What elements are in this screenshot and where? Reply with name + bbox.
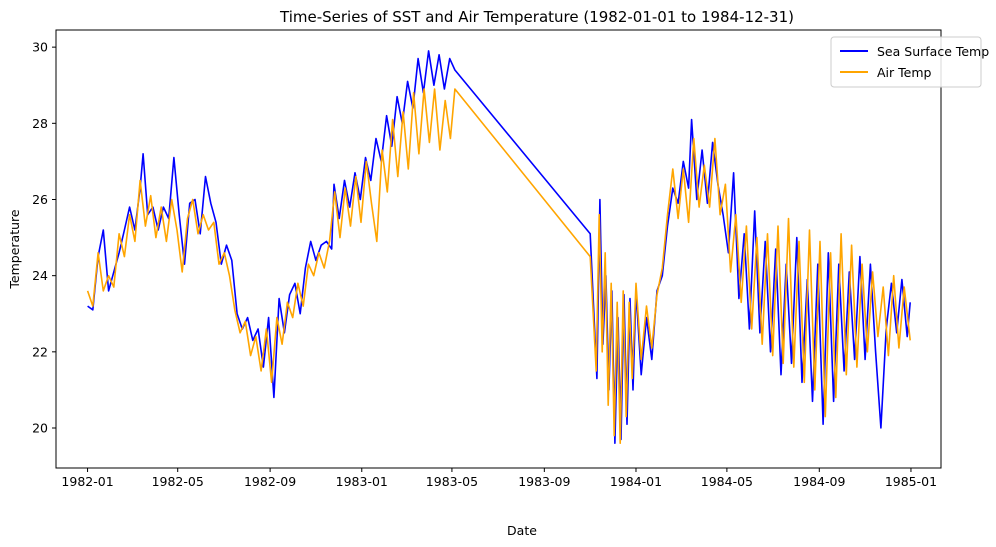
y-axis-ticks: 20 22 24 26 28 30 <box>32 40 56 436</box>
y-tick-label: 22 <box>32 344 48 359</box>
x-axis-title: Date <box>507 523 537 538</box>
y-tick-label: 20 <box>32 421 48 436</box>
plot-lines <box>86 50 911 444</box>
legend-box <box>830 36 982 88</box>
y-tick-label: 24 <box>32 268 48 283</box>
legend-label-air: Air Temp <box>877 65 932 80</box>
y-tick-label: 28 <box>32 116 48 131</box>
x-tick-label: 1984-09 <box>793 474 845 489</box>
x-tick-label: 1982-09 <box>244 474 296 489</box>
series-line-air-temp <box>86 88 911 444</box>
y-tick-label: 30 <box>32 40 48 55</box>
y-tick-label: 26 <box>32 192 48 207</box>
x-tick-label: 1985-01 <box>885 474 937 489</box>
legend-label-sst: Sea Surface Temp <box>877 44 989 59</box>
x-axis-ticks: 1982-01 1982-05 1982-09 1983-01 1983-05 1983-… <box>61 468 937 489</box>
plot-frame <box>55 29 942 469</box>
x-tick-label: 1984-05 <box>701 474 753 489</box>
chart-title: Time-Series of SST and Air Temperature (… <box>279 8 794 26</box>
x-tick-label: 1984-01 <box>610 474 662 489</box>
legend: Sea Surface Temp Air Temp <box>830 36 989 88</box>
x-tick-label: 1983-01 <box>336 474 388 489</box>
series-line-sst <box>87 50 911 444</box>
x-tick-label: 1982-05 <box>152 474 204 489</box>
x-tick-label: 1982-01 <box>61 474 113 489</box>
x-tick-label: 1983-09 <box>518 474 570 489</box>
x-tick-label: 1983-05 <box>426 474 478 489</box>
y-axis-title: Temperature <box>7 209 22 289</box>
